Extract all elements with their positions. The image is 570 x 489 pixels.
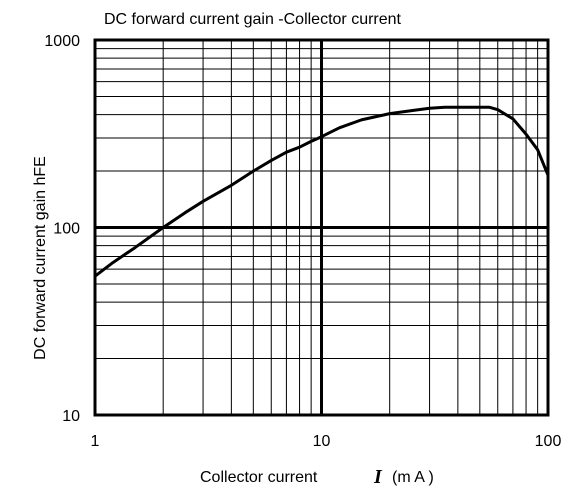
plot-frame <box>93 38 550 417</box>
series-layer <box>94 105 550 278</box>
y-axis-label: DC forward current gain hFE <box>32 156 49 360</box>
x-tick-label-1: 1 <box>91 433 100 450</box>
y-tick-label-10: 10 <box>62 408 80 425</box>
x-tick-label-10: 10 <box>313 433 331 450</box>
x-tick-labels: 1 10 100 <box>91 433 562 450</box>
series-line-0 <box>94 105 550 278</box>
x-axis-label: Collector current <box>200 469 318 486</box>
y-tick-label-1000: 1000 <box>44 33 80 50</box>
y-tick-label-100: 100 <box>53 221 80 238</box>
x-axis-unit: (m A ) <box>392 469 434 486</box>
y-tick-labels: 10 100 1000 <box>44 33 80 425</box>
x-axis-symbol: I <box>373 466 383 488</box>
chart-title: DC forward current gain -Collector curre… <box>104 11 402 28</box>
x-tick-label-100: 100 <box>535 433 562 450</box>
major-grid <box>95 40 548 415</box>
